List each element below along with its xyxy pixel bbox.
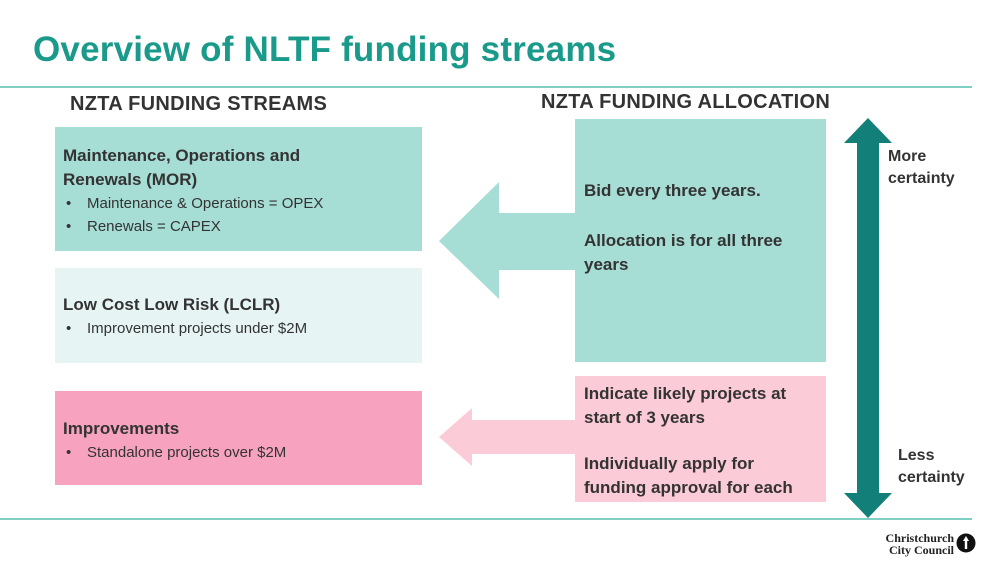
pink-left-arrow <box>439 408 579 466</box>
allocation-bottom-box: Indicate likely projects at start of 3 y… <box>575 376 826 502</box>
allocation-period-text: Allocation is for all three years <box>584 231 783 274</box>
mor-stream-title: Maintenance, Operations and Renewals (MO… <box>63 146 301 189</box>
list-item: Maintenance & Operations = OPEX <box>63 192 414 215</box>
improvements-bullet-list: Standalone projects over $2M <box>63 441 414 464</box>
allocation-apply-text: Individually apply for funding approval … <box>584 454 793 497</box>
improvements-stream-box: Improvements Standalone projects over $2… <box>55 391 422 485</box>
lclr-bullet-list: Improvement projects under $2M <box>63 317 414 340</box>
council-logo-icon <box>956 533 976 553</box>
list-item: Standalone projects over $2M <box>63 441 414 464</box>
funding-allocation-heading: NZTA FUNDING ALLOCATION <box>541 91 831 113</box>
allocation-bid-text: Bid every three years. <box>584 181 761 200</box>
allocation-indicate-text: Indicate likely projects at start of 3 y… <box>584 384 787 427</box>
funding-streams-heading: NZTA FUNDING STREAMS <box>70 93 328 115</box>
more-certainty-label: More certainty <box>888 148 955 187</box>
lclr-stream-box: Low Cost Low Risk (LCLR) Improvement pro… <box>55 268 422 363</box>
improvements-stream-title: Improvements <box>63 419 180 438</box>
footer-divider <box>0 518 972 520</box>
certainty-double-arrow <box>844 118 892 518</box>
title-divider <box>0 86 972 88</box>
lclr-stream-title: Low Cost Low Risk (LCLR) <box>63 295 281 314</box>
mor-bullet-list: Maintenance & Operations = OPEX Renewals… <box>63 192 414 238</box>
list-item: Renewals = CAPEX <box>63 215 414 238</box>
mor-stream-box: Maintenance, Operations and Renewals (MO… <box>55 127 422 251</box>
allocation-top-box: Bid every three years. Allocation is for… <box>575 119 826 362</box>
page-title: Overview of NLTF funding streams <box>33 30 617 69</box>
teal-left-arrow <box>439 182 579 299</box>
less-certainty-label: Less certainty <box>898 447 965 486</box>
list-item: Improvement projects under $2M <box>63 317 414 340</box>
council-logo-text: Christchurch City Council <box>885 531 954 557</box>
